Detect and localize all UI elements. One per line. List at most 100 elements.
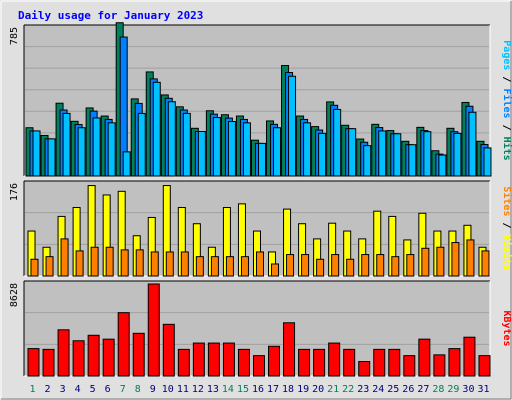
x-tick-label: 13 — [207, 384, 219, 395]
bar-kbytes — [162, 323, 175, 377]
chart-title: Daily usage for January 2023 — [18, 9, 203, 22]
legend-pages: Pages — [501, 40, 512, 70]
x-tick-label: 31 — [477, 384, 489, 395]
x-tick-label: 11 — [177, 384, 189, 395]
x-tick-label: 20 — [312, 384, 324, 395]
legend-sites: Sites — [501, 186, 512, 216]
x-tick-label: 1 — [30, 384, 36, 395]
bar-kbytes — [328, 342, 341, 377]
bar-sites — [195, 256, 204, 277]
bar-kbytes — [147, 283, 160, 377]
legend-files: Files — [501, 88, 512, 118]
panel-3: 8628 KBytes — [9, 280, 512, 377]
legend-2: Sites / Visits — [501, 186, 512, 270]
bar-pages — [468, 111, 477, 177]
bar-pages — [333, 108, 342, 177]
bar-kbytes — [87, 334, 100, 377]
bar-sites — [180, 251, 189, 277]
x-tick-label: 24 — [372, 384, 384, 395]
x-tick-label: 4 — [75, 384, 81, 395]
bar-kbytes — [192, 342, 205, 377]
bar-pages — [257, 142, 266, 177]
bar-kbytes — [403, 355, 416, 377]
legend-kbytes: KBytes — [501, 310, 512, 346]
bar-sites — [331, 254, 340, 277]
bar-kbytes — [102, 338, 115, 377]
bar-sites — [376, 254, 385, 277]
bar-sites — [120, 249, 129, 277]
bar-kbytes — [268, 345, 281, 377]
bar-pages — [107, 122, 116, 177]
x-tick-label: 18 — [282, 384, 294, 395]
bar-kbytes — [358, 361, 371, 377]
bar-kbytes — [27, 348, 40, 377]
bar-kbytes — [57, 329, 70, 377]
legend-hits: Hits — [501, 137, 512, 161]
x-tick-label: 5 — [90, 384, 96, 395]
bar-pages — [348, 128, 357, 177]
x-tick-label: 23 — [357, 384, 369, 395]
bar-sites — [391, 256, 400, 277]
legend-1: Pages / Files / Hits — [501, 40, 512, 160]
bar-kbytes — [177, 348, 190, 377]
bar-pages — [152, 81, 161, 177]
bar-pages — [197, 131, 206, 177]
bar-pages — [212, 117, 221, 177]
bar-kbytes — [42, 348, 55, 377]
bar-sites — [451, 242, 460, 277]
bar-pages — [32, 130, 41, 177]
bar-kbytes — [132, 332, 145, 377]
bar-pages — [288, 75, 297, 177]
x-tick-label: 3 — [60, 384, 66, 395]
bar-kbytes — [373, 348, 386, 377]
x-tick-label: 19 — [297, 384, 309, 395]
bar-sites — [346, 258, 355, 277]
bar-pages — [182, 112, 191, 177]
legend-visits: Visits — [501, 235, 512, 271]
x-tick-label: 10 — [162, 384, 174, 395]
x-tick-label: 28 — [432, 384, 444, 395]
x-tick-label: 30 — [462, 384, 474, 395]
x-tick-label: 27 — [417, 384, 429, 395]
chart-panels: 785 Pages / Files / Hits 176 Sites / Visits… — [9, 22, 512, 377]
x-tick-label: 15 — [237, 384, 249, 395]
bar-sites — [271, 263, 280, 277]
y-axis-max-label: 176 — [9, 183, 20, 201]
legend-separator: / — [501, 119, 512, 137]
bar-sites — [75, 250, 84, 277]
bar-sites — [165, 251, 174, 277]
bar-sites — [225, 256, 234, 277]
bar-kbytes — [388, 348, 401, 377]
bar-sites — [421, 247, 430, 277]
bar-sites — [105, 246, 114, 277]
bar-sites — [45, 256, 54, 277]
bar-sites — [60, 238, 69, 277]
x-tick-label: 29 — [447, 384, 459, 395]
bar-sites — [240, 256, 249, 277]
bar-sites — [150, 251, 159, 277]
bar-pages — [137, 112, 146, 177]
bar-pages — [303, 122, 312, 177]
y-axis-max-label: 8628 — [9, 283, 20, 307]
bar-kbytes — [313, 348, 326, 377]
x-tick-label: 21 — [327, 384, 339, 395]
y-axis-max-label: 785 — [9, 27, 20, 45]
bar-kbytes — [418, 338, 431, 377]
x-tick-label: 26 — [402, 384, 414, 395]
bar-sites — [301, 254, 310, 277]
bar-pages — [483, 147, 492, 177]
bar-kbytes — [463, 336, 476, 377]
bar-kbytes — [478, 355, 491, 377]
legend-separator: / — [501, 70, 512, 88]
x-tick-label: 8 — [135, 384, 141, 395]
bar-kbytes — [343, 348, 356, 377]
x-tick-label: 17 — [267, 384, 279, 395]
bar-pages — [122, 151, 131, 177]
bar-sites — [481, 250, 490, 277]
bar-pages — [92, 117, 101, 177]
bar-sites — [286, 254, 295, 277]
x-tick-label: 2 — [45, 384, 51, 395]
bar-pages — [47, 138, 56, 177]
